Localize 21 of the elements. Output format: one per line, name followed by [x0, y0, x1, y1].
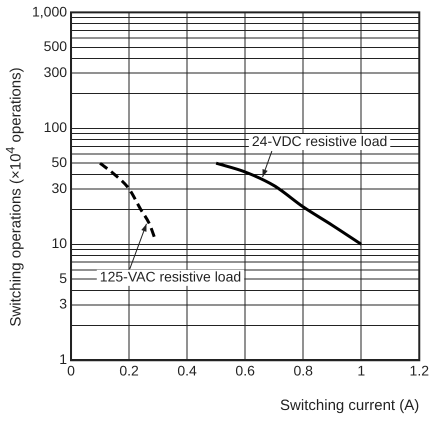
y-tick-label: 30 [51, 180, 68, 196]
y-tick-label: 500 [44, 38, 68, 54]
x-tick-label: 0.6 [235, 362, 256, 378]
x-tick-label: 0.4 [177, 362, 198, 378]
y-tick-label: 3 [59, 296, 68, 312]
y-tick-label: 100 [44, 119, 68, 136]
x-tick-label: 0 [67, 362, 76, 378]
annotation: 24-VDC resistive load [252, 132, 388, 149]
x-tick-label: 0.2 [119, 362, 140, 378]
annotation: 125-VAC resistive load [100, 268, 242, 285]
y-tick-label: 1,000 [32, 3, 68, 20]
y-tick-label: 5 [59, 270, 68, 286]
x-axis-title: Switching current (A) [280, 397, 420, 414]
y-tick-label: 1 [59, 351, 68, 368]
line-series [214, 162, 363, 246]
x-tick-label: 1 [357, 362, 366, 378]
y-tick-label: 50 [51, 154, 68, 170]
x-tick-label: 1.2 [410, 362, 430, 378]
y-tick-label: 10 [51, 235, 68, 252]
y-tick-label: 300 [44, 64, 68, 80]
x-tick-label: 0.8 [293, 362, 314, 378]
